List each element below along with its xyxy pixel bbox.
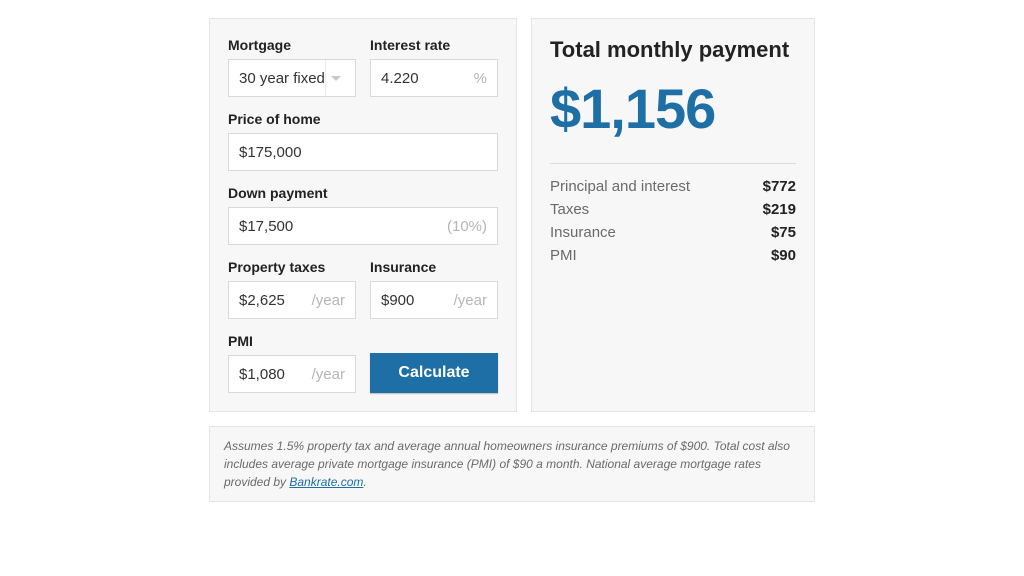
results-panel: Total monthly payment $1,156 Principal a… [531, 18, 815, 412]
disclaimer-text-after: . [363, 475, 366, 489]
calculator-container: Mortgage 30 year fixed Interest rate 4.2… [209, 18, 815, 412]
result-line-value: $772 [763, 178, 796, 195]
chevron-down-icon [325, 60, 355, 96]
result-line-label: Principal and interest [550, 178, 690, 195]
property-taxes-input[interactable]: $2,625 /year [228, 281, 356, 319]
results-title: Total monthly payment [550, 37, 796, 63]
result-line: Principal and interest $772 [550, 178, 796, 195]
pmi-label: PMI [228, 333, 356, 349]
mortgage-label: Mortgage [228, 37, 356, 53]
insurance-value: $900 [371, 292, 454, 309]
inputs-panel: Mortgage 30 year fixed Interest rate 4.2… [209, 18, 517, 412]
down-payment-field: Down payment $17,500 (10%) [228, 185, 498, 245]
calculate-button[interactable]: Calculate [370, 353, 498, 393]
disclaimer: Assumes 1.5% property tax and average an… [209, 426, 815, 502]
results-divider [550, 163, 796, 164]
insurance-field: Insurance $900 /year [370, 259, 498, 319]
property-taxes-field: Property taxes $2,625 /year [228, 259, 356, 319]
per-year-suffix: /year [454, 292, 497, 309]
price-label: Price of home [228, 111, 498, 127]
down-payment-percent: (10%) [447, 218, 497, 235]
pmi-value: $1,080 [229, 366, 312, 383]
bankrate-link[interactable]: Bankrate.com [289, 475, 363, 489]
per-year-suffix: /year [312, 366, 355, 383]
property-taxes-value: $2,625 [229, 292, 312, 309]
insurance-label: Insurance [370, 259, 498, 275]
percent-suffix: % [474, 70, 497, 87]
interest-rate-label: Interest rate [370, 37, 498, 53]
result-line-label: Taxes [550, 201, 589, 218]
result-line-label: PMI [550, 247, 577, 264]
result-line: PMI $90 [550, 247, 796, 264]
price-value: $175,000 [229, 144, 497, 161]
property-taxes-label: Property taxes [228, 259, 356, 275]
mortgage-value: 30 year fixed [229, 70, 325, 87]
mortgage-field: Mortgage 30 year fixed [228, 37, 356, 97]
results-total: $1,156 [550, 81, 796, 137]
interest-rate-input[interactable]: 4.220 % [370, 59, 498, 97]
insurance-input[interactable]: $900 /year [370, 281, 498, 319]
result-line-value: $90 [771, 247, 796, 264]
result-line-value: $75 [771, 224, 796, 241]
interest-rate-field: Interest rate 4.220 % [370, 37, 498, 97]
per-year-suffix: /year [312, 292, 355, 309]
pmi-input[interactable]: $1,080 /year [228, 355, 356, 393]
down-payment-value: $17,500 [229, 218, 447, 235]
interest-rate-value: 4.220 [371, 70, 474, 87]
result-line: Insurance $75 [550, 224, 796, 241]
down-payment-label: Down payment [228, 185, 498, 201]
result-line-label: Insurance [550, 224, 616, 241]
result-line-value: $219 [763, 201, 796, 218]
pmi-field: PMI $1,080 /year [228, 333, 356, 393]
price-field: Price of home $175,000 [228, 111, 498, 171]
price-input[interactable]: $175,000 [228, 133, 498, 171]
mortgage-select[interactable]: 30 year fixed [228, 59, 356, 97]
result-line: Taxes $219 [550, 201, 796, 218]
down-payment-input[interactable]: $17,500 (10%) [228, 207, 498, 245]
